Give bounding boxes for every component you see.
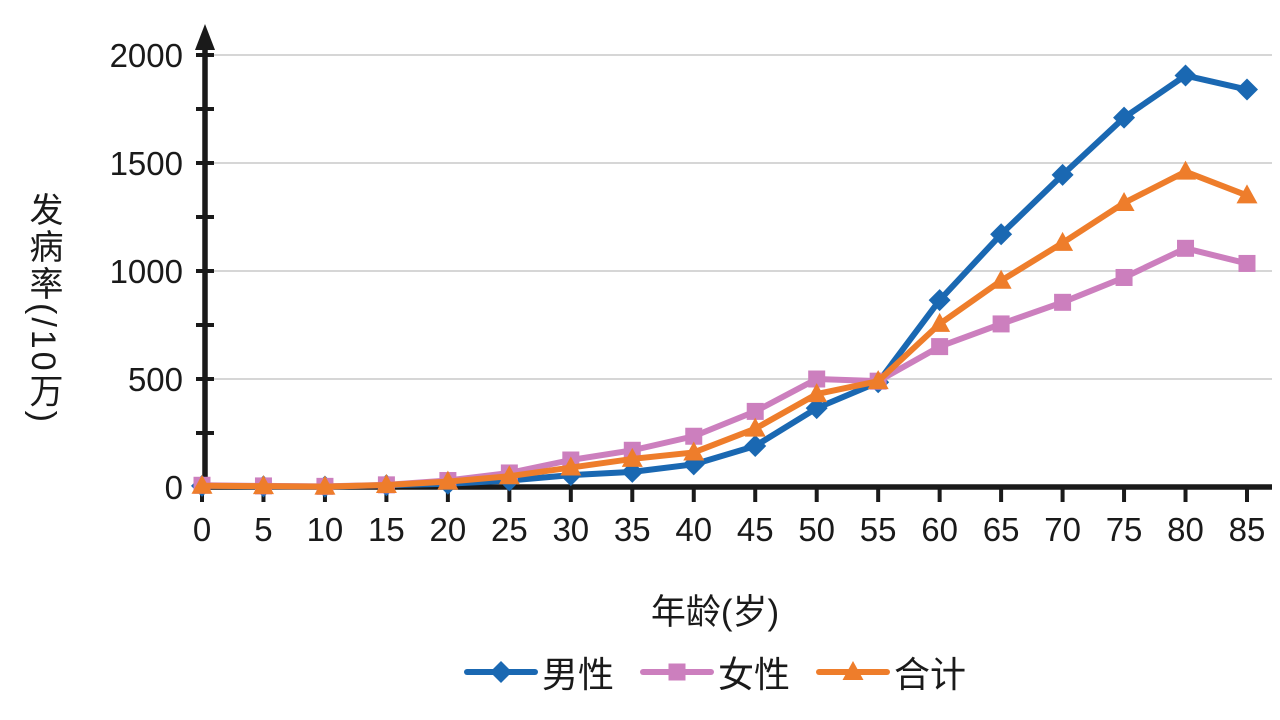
series-marker-female <box>992 315 1010 333</box>
chart-legend: 男性 女性 合计 <box>160 646 1270 698</box>
triangle-icon <box>816 661 890 680</box>
series-marker-male <box>1051 163 1074 186</box>
x-tick-label: 30 <box>552 511 589 548</box>
series-marker-female <box>931 338 949 356</box>
series-line-total <box>199 168 1250 490</box>
series-marker-male <box>805 397 828 420</box>
x-tick-label: 40 <box>675 511 712 548</box>
x-tick-label: 60 <box>921 511 958 548</box>
y-tick-label: 0 <box>165 469 183 506</box>
series-marker-total <box>375 474 397 494</box>
series-marker-total <box>437 470 459 490</box>
legend-item-total: 合计 <box>816 646 966 698</box>
series-marker-total <box>683 441 705 461</box>
series-marker-male <box>744 434 767 457</box>
x-tick-label: 55 <box>860 511 897 548</box>
series-marker-total <box>929 312 951 332</box>
x-tick-label: 20 <box>430 511 467 548</box>
legend-item-male: 男性 <box>463 646 614 698</box>
series-marker-total <box>990 269 1012 289</box>
series-line-female <box>199 245 1250 490</box>
series-marker-male <box>928 289 951 312</box>
x-tick-label: 85 <box>1229 511 1266 548</box>
x-tick-label: 65 <box>983 511 1020 548</box>
legend-marker-total <box>842 661 864 680</box>
series-marker-female <box>1238 254 1256 272</box>
series-marker-total <box>1175 160 1197 180</box>
x-tick-label: 70 <box>1044 511 1081 548</box>
y-tick-label: 1000 <box>110 253 183 290</box>
series-marker-total <box>744 417 766 437</box>
x-tick-label: 15 <box>368 511 405 548</box>
axis-ticks <box>196 53 1249 502</box>
gridlines <box>204 54 1272 380</box>
x-tick-label: 50 <box>798 511 835 548</box>
y-tick-label: 1500 <box>110 145 183 182</box>
y-axis-arrow <box>195 24 215 50</box>
series-marker-total <box>1236 184 1258 204</box>
series-marker-total <box>806 383 828 403</box>
series-marker-female <box>808 370 826 388</box>
legend-marker-female <box>668 663 686 681</box>
diamond-icon <box>463 661 538 683</box>
legend-label-male: 男性 <box>541 654 614 695</box>
x-tick-label: 0 <box>193 511 211 548</box>
series-marker-total <box>1052 231 1074 251</box>
series-marker-male <box>1174 64 1197 87</box>
series-marker-total <box>621 447 643 467</box>
x-tick-label: 75 <box>1106 511 1143 548</box>
y-axis-title: 发病率(/10万) <box>24 192 62 425</box>
series-marker-total <box>314 475 336 495</box>
legend-marker-male <box>489 661 512 683</box>
series-marker-total <box>867 370 889 390</box>
x-tick-label: 35 <box>614 511 651 548</box>
series-marker-male <box>1235 78 1258 101</box>
series-marker-male <box>1113 106 1136 129</box>
x-tick-label: 25 <box>491 511 528 548</box>
series-marker-female <box>1177 239 1195 257</box>
series-marker-total <box>191 474 213 494</box>
series-marker-female <box>746 402 764 420</box>
series-marker-female <box>1115 268 1133 286</box>
data-series <box>191 64 1258 498</box>
legend-item-female: 女性 <box>639 646 790 698</box>
x-tick-label: 45 <box>737 511 774 548</box>
x-tick-label: 80 <box>1167 511 1204 548</box>
series-marker-male <box>990 223 1013 246</box>
x-tick-label: 5 <box>254 511 272 548</box>
series-marker-total <box>1113 191 1135 211</box>
legend-label-total: 合计 <box>894 654 967 695</box>
y-tick-label: 2000 <box>110 37 183 74</box>
series-marker-female <box>1054 293 1072 311</box>
square-icon <box>639 663 714 681</box>
series-marker-total <box>560 456 582 476</box>
series-marker-total <box>252 475 274 495</box>
x-axis-title: 年龄(岁) <box>650 593 780 632</box>
series-marker-female <box>685 427 703 445</box>
series-marker-total <box>498 465 520 485</box>
tick-labels: 0 500 1000 1500 2000 0 5 10 15 20 25 30 35 40 45 50 55 60… <box>110 37 1266 548</box>
legend-label-female: 女性 <box>717 654 790 695</box>
y-tick-label: 500 <box>128 361 183 398</box>
x-tick-label: 10 <box>307 511 344 548</box>
